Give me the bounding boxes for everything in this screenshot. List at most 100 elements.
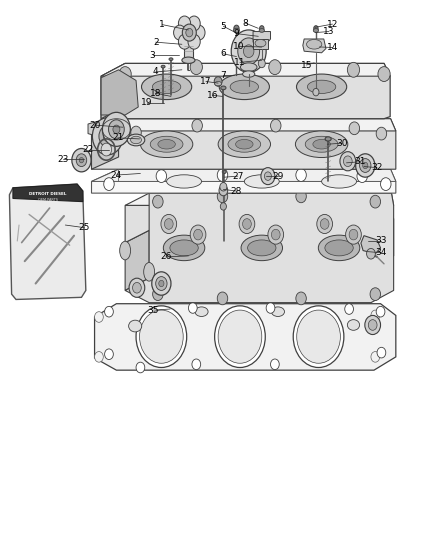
Circle shape <box>314 26 318 31</box>
Ellipse shape <box>195 307 208 317</box>
Ellipse shape <box>255 39 266 47</box>
Text: 5: 5 <box>220 22 226 31</box>
Circle shape <box>182 24 196 41</box>
Circle shape <box>296 168 306 181</box>
Ellipse shape <box>161 65 165 68</box>
Ellipse shape <box>222 170 226 173</box>
Circle shape <box>371 310 380 321</box>
Circle shape <box>234 25 239 31</box>
Ellipse shape <box>127 134 145 146</box>
Polygon shape <box>92 119 396 131</box>
Text: 24: 24 <box>111 171 122 180</box>
Circle shape <box>370 288 381 301</box>
Circle shape <box>376 306 385 317</box>
Circle shape <box>188 303 197 313</box>
Circle shape <box>215 306 265 368</box>
Circle shape <box>265 172 272 180</box>
Polygon shape <box>95 304 396 370</box>
Ellipse shape <box>228 136 261 152</box>
Circle shape <box>190 60 202 75</box>
Ellipse shape <box>150 136 183 152</box>
Circle shape <box>345 304 353 314</box>
Polygon shape <box>13 184 83 201</box>
Ellipse shape <box>313 29 318 33</box>
Circle shape <box>349 229 358 240</box>
Text: 31: 31 <box>354 157 365 166</box>
Circle shape <box>192 119 202 132</box>
Ellipse shape <box>129 320 142 332</box>
Text: 33: 33 <box>375 237 386 246</box>
Text: 35: 35 <box>148 305 159 314</box>
Polygon shape <box>125 193 394 205</box>
Circle shape <box>340 152 356 171</box>
Text: 2: 2 <box>153 38 159 47</box>
Circle shape <box>260 26 264 31</box>
Circle shape <box>192 359 201 369</box>
Text: 27: 27 <box>232 172 244 181</box>
Polygon shape <box>303 39 326 53</box>
Ellipse shape <box>272 307 285 317</box>
Circle shape <box>131 126 141 139</box>
Text: 23: 23 <box>57 155 68 164</box>
Circle shape <box>220 203 226 210</box>
Circle shape <box>92 118 123 155</box>
Circle shape <box>269 60 281 75</box>
Circle shape <box>155 277 167 290</box>
Circle shape <box>320 219 329 229</box>
Ellipse shape <box>152 80 181 93</box>
Text: 22: 22 <box>82 145 94 154</box>
Ellipse shape <box>307 80 336 93</box>
Polygon shape <box>184 42 193 60</box>
Ellipse shape <box>182 57 195 63</box>
Circle shape <box>381 177 391 190</box>
Circle shape <box>178 34 191 49</box>
Text: 1: 1 <box>159 20 165 29</box>
Ellipse shape <box>307 39 322 49</box>
Circle shape <box>266 303 275 313</box>
Text: 9: 9 <box>233 29 239 38</box>
Circle shape <box>194 229 202 240</box>
Ellipse shape <box>243 71 255 77</box>
Circle shape <box>231 30 266 72</box>
Circle shape <box>95 352 103 362</box>
Ellipse shape <box>166 175 201 188</box>
Circle shape <box>113 125 120 134</box>
Circle shape <box>313 88 319 96</box>
Ellipse shape <box>244 175 279 188</box>
Circle shape <box>152 288 163 301</box>
Circle shape <box>152 272 171 295</box>
Circle shape <box>159 280 164 287</box>
Text: 18: 18 <box>150 88 162 98</box>
Ellipse shape <box>318 235 360 261</box>
Ellipse shape <box>240 63 257 71</box>
Circle shape <box>119 67 131 82</box>
Circle shape <box>95 312 103 322</box>
Circle shape <box>357 169 367 182</box>
Circle shape <box>368 320 377 330</box>
Text: 6: 6 <box>220 50 226 58</box>
Polygon shape <box>101 63 390 76</box>
Circle shape <box>136 362 145 373</box>
Circle shape <box>133 282 141 293</box>
Circle shape <box>378 67 390 82</box>
Ellipse shape <box>295 131 348 158</box>
Ellipse shape <box>233 28 240 33</box>
Circle shape <box>72 149 91 172</box>
Circle shape <box>317 214 332 233</box>
Circle shape <box>161 214 177 233</box>
Circle shape <box>258 59 265 68</box>
Circle shape <box>105 306 113 317</box>
Text: 28: 28 <box>231 187 242 196</box>
Ellipse shape <box>236 140 253 149</box>
Circle shape <box>220 182 227 191</box>
Circle shape <box>271 359 279 369</box>
Circle shape <box>140 310 183 364</box>
Polygon shape <box>92 119 396 169</box>
Ellipse shape <box>259 29 265 33</box>
Circle shape <box>367 248 375 259</box>
Polygon shape <box>92 119 119 169</box>
Ellipse shape <box>215 82 222 86</box>
Circle shape <box>99 126 117 147</box>
Text: 12: 12 <box>327 20 338 29</box>
Ellipse shape <box>169 58 173 61</box>
